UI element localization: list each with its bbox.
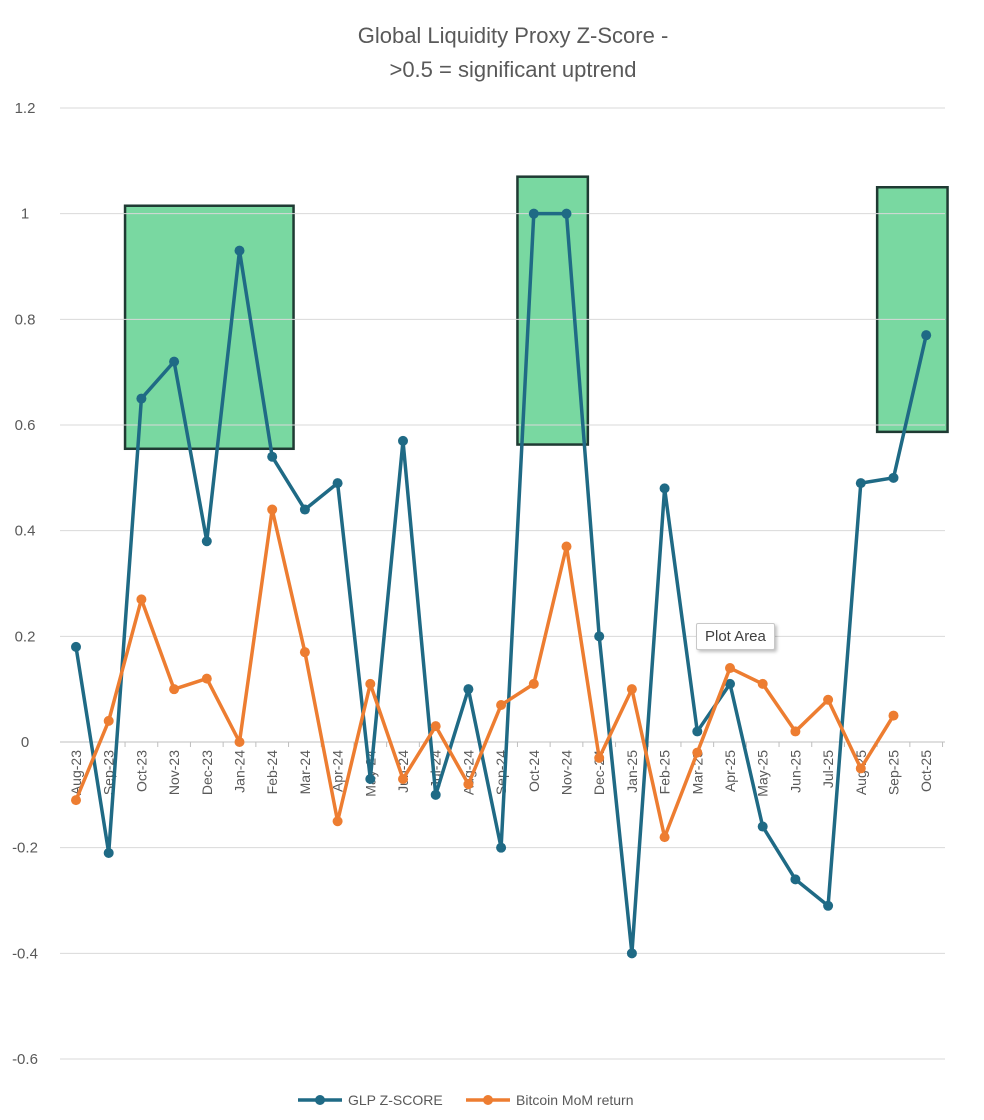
data-point-glp-z-score[interactable] bbox=[561, 208, 572, 219]
highlight-region-3 bbox=[875, 186, 949, 434]
data-point-glp-z-score[interactable] bbox=[136, 393, 147, 404]
highlight-region-1 bbox=[123, 204, 295, 451]
y-tick-label: -0.4 bbox=[12, 945, 38, 962]
y-tick-label: 0 bbox=[21, 734, 29, 751]
x-tick-label: Dec-23 bbox=[199, 750, 215, 795]
x-tick-label: Jun-25 bbox=[787, 750, 803, 793]
x-tick-label: Oct-24 bbox=[526, 750, 542, 792]
y-axis-ticks: -0.6 -0.4 -0.2 0 0.2 0.4 0.6 0.8 1 1.2 bbox=[12, 100, 38, 1068]
data-point-glp-z-score[interactable] bbox=[790, 874, 801, 885]
data-point-bitcoin-mom-return[interactable] bbox=[790, 726, 801, 737]
x-tick-label: Apr-24 bbox=[330, 750, 346, 792]
data-point-glp-z-score[interactable] bbox=[430, 789, 441, 800]
data-point-bitcoin-mom-return[interactable] bbox=[332, 816, 343, 827]
data-point-glp-z-score[interactable] bbox=[888, 472, 899, 483]
x-tick-label: Apr-25 bbox=[722, 750, 738, 792]
x-tick-label: Jan-24 bbox=[232, 750, 248, 793]
y-tick-label: 0.8 bbox=[15, 311, 36, 328]
data-point-glp-z-score[interactable] bbox=[823, 900, 834, 911]
y-tick-label: 0.4 bbox=[15, 523, 36, 540]
data-point-glp-z-score[interactable] bbox=[267, 451, 278, 462]
x-tick-label: Feb-25 bbox=[657, 750, 673, 795]
data-point-bitcoin-mom-return[interactable] bbox=[888, 710, 899, 721]
data-point-glp-z-score[interactable] bbox=[692, 726, 703, 737]
data-point-bitcoin-mom-return[interactable] bbox=[725, 663, 735, 674]
x-tick-label: Nov-24 bbox=[559, 750, 575, 795]
data-point-bitcoin-mom-return[interactable] bbox=[594, 752, 605, 763]
data-point-bitcoin-mom-return[interactable] bbox=[103, 715, 114, 726]
legend-label-glp-z-score: GLP Z-SCORE bbox=[348, 1092, 443, 1108]
data-point-glp-z-score[interactable] bbox=[299, 504, 310, 515]
y-tick-label: 1 bbox=[21, 206, 29, 223]
data-point-glp-z-score[interactable] bbox=[528, 208, 539, 219]
data-point-glp-z-score[interactable] bbox=[725, 678, 735, 689]
data-point-bitcoin-mom-return[interactable] bbox=[169, 684, 180, 695]
data-point-glp-z-score[interactable] bbox=[71, 641, 81, 652]
x-tick-label: Mar-24 bbox=[297, 750, 313, 795]
legend-marker-glp-z-score bbox=[315, 1095, 325, 1105]
x-tick-label: Jul-25 bbox=[820, 750, 836, 788]
y-tick-label: 0.6 bbox=[15, 417, 36, 434]
data-point-bitcoin-mom-return[interactable] bbox=[71, 795, 81, 806]
chart-subtitle: >0.5 = significant uptrend bbox=[389, 57, 636, 82]
data-point-glp-z-score[interactable] bbox=[463, 684, 474, 695]
data-point-bitcoin-mom-return[interactable] bbox=[398, 773, 408, 784]
data-point-glp-z-score[interactable] bbox=[103, 847, 114, 858]
data-point-glp-z-score[interactable] bbox=[365, 773, 376, 784]
series-line-bitcoin-mom-return bbox=[74, 507, 895, 839]
data-point-glp-z-score[interactable] bbox=[659, 483, 670, 494]
legend-label-bitcoin-mom-return: Bitcoin MoM return bbox=[516, 1092, 633, 1108]
data-point-bitcoin-mom-return[interactable] bbox=[659, 832, 670, 843]
data-point-bitcoin-mom-return[interactable] bbox=[365, 678, 376, 689]
data-point-glp-z-score[interactable] bbox=[332, 478, 343, 489]
data-point-bitcoin-mom-return[interactable] bbox=[528, 678, 539, 689]
x-tick-label: Nov-23 bbox=[166, 750, 182, 795]
data-point-bitcoin-mom-return[interactable] bbox=[561, 541, 572, 552]
data-point-bitcoin-mom-return[interactable] bbox=[234, 737, 245, 747]
plot-area[interactable] bbox=[71, 208, 932, 959]
data-point-bitcoin-mom-return[interactable] bbox=[626, 684, 637, 695]
data-point-bitcoin-mom-return[interactable] bbox=[692, 747, 703, 758]
plot-area-tooltip: Plot Area bbox=[696, 623, 775, 650]
data-point-glp-z-score[interactable] bbox=[921, 330, 932, 341]
data-point-glp-z-score[interactable] bbox=[496, 842, 507, 853]
data-point-glp-z-score[interactable] bbox=[201, 536, 212, 547]
data-point-bitcoin-mom-return[interactable] bbox=[463, 779, 474, 790]
y-tick-label: 1.2 bbox=[15, 100, 36, 117]
data-point-glp-z-score[interactable] bbox=[594, 631, 605, 642]
data-point-bitcoin-mom-return[interactable] bbox=[430, 721, 441, 732]
x-tick-label: Aug-23 bbox=[68, 750, 84, 795]
data-point-bitcoin-mom-return[interactable] bbox=[823, 694, 834, 705]
data-point-bitcoin-mom-return[interactable] bbox=[299, 647, 310, 658]
data-point-glp-z-score[interactable] bbox=[855, 478, 866, 489]
data-point-bitcoin-mom-return[interactable] bbox=[201, 673, 212, 684]
data-point-bitcoin-mom-return[interactable] bbox=[757, 678, 768, 689]
data-point-glp-z-score[interactable] bbox=[169, 356, 180, 367]
x-tick-label: Sep-25 bbox=[886, 750, 902, 795]
x-tick-label: Oct-25 bbox=[918, 750, 934, 792]
y-tick-label: -0.6 bbox=[12, 1051, 38, 1068]
y-tick-label: -0.2 bbox=[12, 840, 38, 857]
data-point-bitcoin-mom-return[interactable] bbox=[136, 594, 147, 605]
x-tick-label: Feb-24 bbox=[264, 750, 280, 795]
data-point-glp-z-score[interactable] bbox=[234, 245, 245, 256]
x-tick-label: Oct-23 bbox=[133, 750, 149, 792]
legend: GLP Z-SCORE Bitcoin MoM return bbox=[298, 1092, 633, 1108]
x-tick-label: Jan-25 bbox=[624, 750, 640, 793]
highlight-regions bbox=[123, 175, 949, 451]
chart-title: Global Liquidity Proxy Z-Score - bbox=[358, 23, 669, 48]
data-point-glp-z-score[interactable] bbox=[398, 435, 408, 446]
data-point-glp-z-score[interactable] bbox=[626, 948, 637, 959]
legend-marker-bitcoin-mom-return bbox=[483, 1095, 493, 1105]
data-point-glp-z-score[interactable] bbox=[757, 821, 768, 832]
x-tick-label: May-25 bbox=[755, 750, 771, 797]
y-tick-label: 0.2 bbox=[15, 628, 36, 645]
data-point-bitcoin-mom-return[interactable] bbox=[496, 700, 507, 711]
x-tick-label: Jun-24 bbox=[395, 750, 411, 793]
data-point-bitcoin-mom-return[interactable] bbox=[267, 504, 278, 515]
data-point-bitcoin-mom-return[interactable] bbox=[855, 763, 866, 774]
x-tick-label: Dec-24 bbox=[591, 750, 607, 795]
